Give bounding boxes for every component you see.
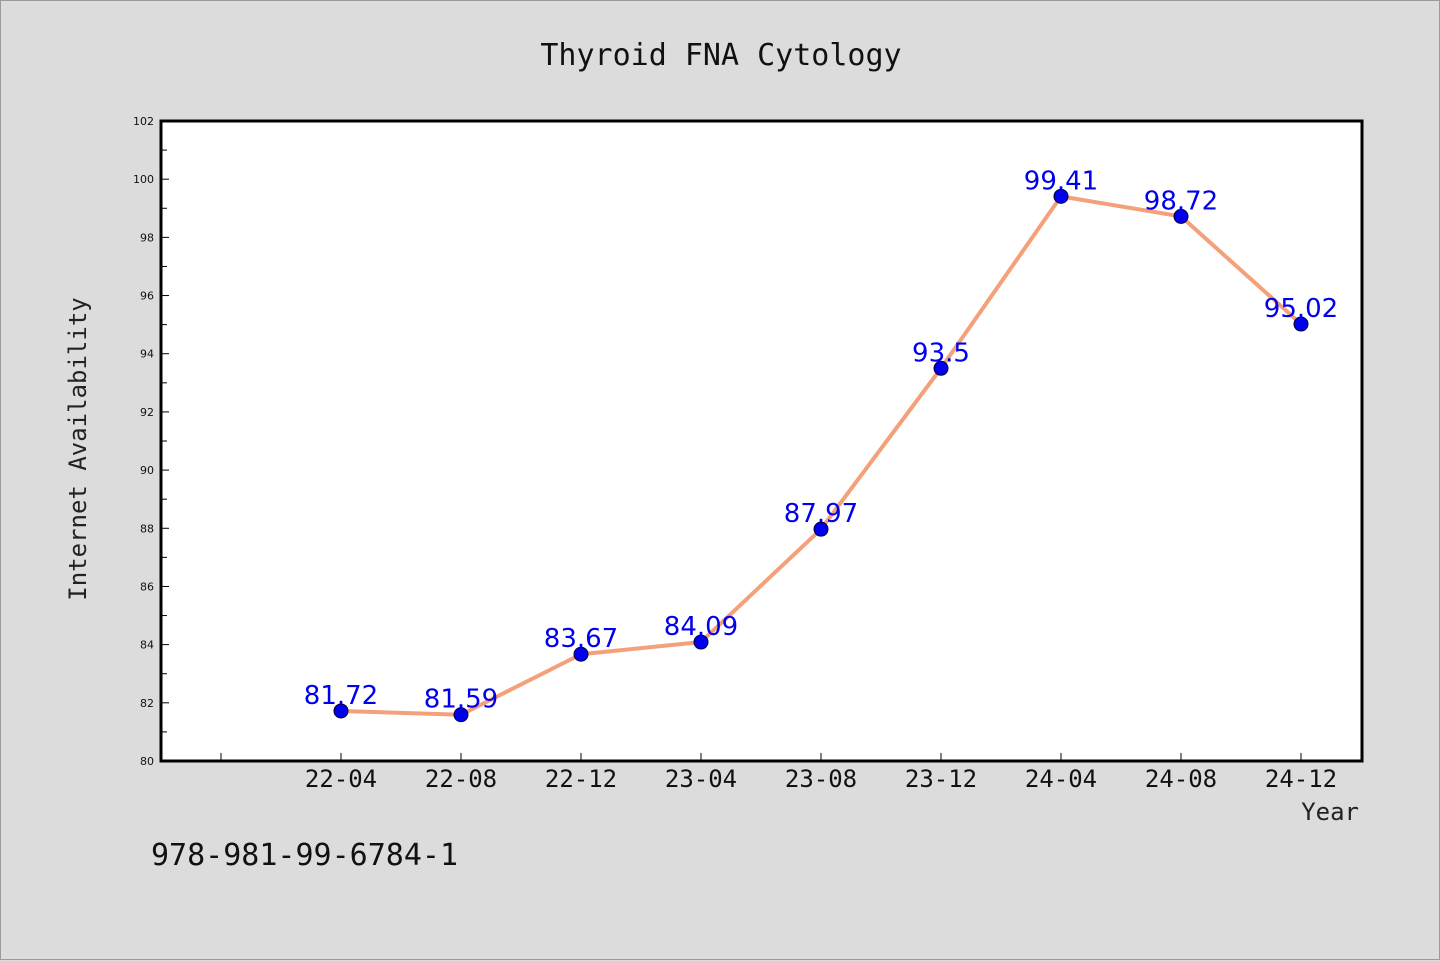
y-tick-label: 84 <box>140 639 154 652</box>
x-tick-label: 23-12 <box>905 765 977 793</box>
data-label: 93.5 <box>912 338 970 368</box>
y-axis: 80 82 84 86 88 90 92 94 96 98 100 102 <box>133 115 169 768</box>
x-tick-label: 22-08 <box>425 765 497 793</box>
footer-isbn: 978-981-99-6784-1 <box>151 838 458 873</box>
x-tick-label: 23-04 <box>665 765 737 793</box>
data-label: 99.41 <box>1024 166 1098 196</box>
x-tick-label: 24-08 <box>1145 765 1217 793</box>
x-tick-label: 22-04 <box>305 765 377 793</box>
data-point <box>573 646 589 662</box>
chart-title: Thyroid FNA Cytology <box>540 38 901 73</box>
series-layer: 81.72 81.59 83.67 84.09 87.97 93.5 99.41 98.72 9… <box>304 166 1338 723</box>
y-axis-title: Internet Availability <box>64 297 92 600</box>
y-tick-label: 100 <box>133 173 154 186</box>
data-label: 83.67 <box>544 624 618 654</box>
data-label: 87.97 <box>784 499 858 529</box>
x-tick-label: 22-12 <box>545 765 617 793</box>
y-tick-label: 92 <box>140 406 154 419</box>
y-tick-label: 80 <box>140 755 154 768</box>
data-point <box>1173 208 1189 224</box>
y-tick-label: 96 <box>140 290 154 303</box>
data-label: 81.72 <box>304 681 378 711</box>
data-point <box>1293 316 1309 332</box>
data-label: 81.59 <box>424 685 498 715</box>
data-point <box>333 703 349 719</box>
plot-area <box>159 119 1364 763</box>
y-tick-label: 98 <box>140 231 154 244</box>
y-tick-label: 102 <box>133 115 154 128</box>
y-tick-label: 90 <box>140 464 154 477</box>
y-tick-label: 82 <box>140 697 154 710</box>
data-point <box>813 521 829 537</box>
data-point <box>1053 188 1069 204</box>
y-tick-label: 86 <box>140 580 154 593</box>
data-point <box>453 707 469 723</box>
data-label: 84.09 <box>664 612 738 642</box>
x-tick-label: 23-08 <box>785 765 857 793</box>
y-tick-label: 94 <box>140 348 154 361</box>
data-label: 95.02 <box>1264 294 1338 324</box>
x-tick-label: 24-12 <box>1265 765 1337 793</box>
x-axis-title: Year <box>1301 798 1359 826</box>
data-point <box>933 360 949 376</box>
y-tick-label: 88 <box>140 522 154 535</box>
x-axis: 22-04 22-08 22-12 23-04 23-08 23-12 24-04 24-08… <box>220 753 1337 793</box>
x-tick-label: 24-04 <box>1025 765 1097 793</box>
data-label: 98.72 <box>1144 186 1218 216</box>
data-point <box>693 634 709 650</box>
